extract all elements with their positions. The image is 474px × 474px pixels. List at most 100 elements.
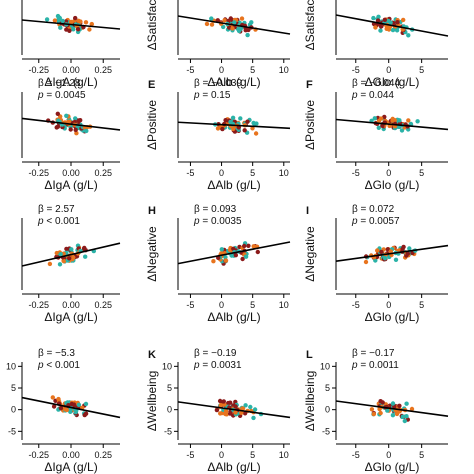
x-axis-label: ΔAlb (g/L) (207, 310, 260, 324)
regression-line (177, 401, 291, 419)
y-tick-label: 10 (320, 361, 330, 371)
data-point (221, 399, 226, 404)
x-axis-label: ΔIgA (g/L) (44, 460, 97, 474)
data-point (252, 407, 258, 412)
data-point (415, 119, 420, 124)
data-point (363, 259, 369, 265)
data-point (390, 401, 396, 406)
p-annotation: p = 0.0035 (193, 216, 242, 227)
data-point (223, 255, 228, 260)
data-point (55, 124, 61, 129)
x-axis-label: ΔAlb (g/L) (207, 178, 260, 192)
x-tick-label: 0.25 (94, 300, 112, 310)
data-point (379, 249, 384, 255)
data-point (375, 248, 380, 253)
x-axis-label: ΔAlb (g/L) (207, 75, 260, 89)
x-tick-label: -5 (186, 65, 194, 75)
regression-line (335, 14, 449, 37)
data-point (393, 257, 399, 262)
data-point (223, 258, 229, 263)
x-tick-label: -5 (186, 450, 194, 460)
data-point (245, 119, 250, 124)
data-point (239, 16, 245, 21)
data-point (228, 400, 233, 405)
x-axis-label: ΔIgA (g/L) (44, 178, 97, 192)
x-tick-label: 10 (279, 168, 289, 178)
data-point (227, 25, 232, 30)
data-point (230, 26, 235, 31)
data-point (64, 113, 69, 119)
x-axis-label: ΔIgA (g/L) (44, 310, 97, 324)
beta-annotation: β = 0.072 (352, 204, 395, 215)
regression-line (177, 15, 291, 35)
x-tick-label: 0 (386, 168, 391, 178)
panel-letter: H (148, 205, 156, 217)
x-tick-label: -5 (352, 300, 360, 310)
data-point (248, 404, 253, 410)
data-point (240, 406, 245, 411)
data-point (375, 18, 381, 23)
data-point (250, 126, 255, 131)
data-point (408, 121, 414, 127)
x-tick-label: -5 (352, 168, 360, 178)
data-point (232, 20, 237, 25)
x-tick-label: 0 (219, 65, 224, 75)
p-annotation: p < 0.001 (37, 216, 80, 227)
data-point (373, 258, 378, 263)
data-point (371, 411, 376, 417)
data-point (89, 21, 95, 27)
data-point (55, 111, 60, 117)
data-point (376, 125, 381, 130)
x-tick-label: -0.25 (29, 450, 50, 460)
data-point (204, 21, 210, 27)
data-point (84, 128, 89, 134)
y-axis-label: ΔNegative (303, 226, 317, 282)
p-annotation: p = 0.15 (193, 90, 231, 101)
data-point (406, 118, 411, 123)
x-tick-label: 0.00 (62, 168, 80, 178)
panel-letter: I (306, 205, 309, 217)
data-point (238, 116, 243, 121)
x-tick-label: 10 (279, 450, 289, 460)
data-point (83, 20, 89, 25)
regression-line (335, 400, 449, 417)
data-point (407, 246, 412, 251)
data-point (380, 400, 385, 405)
x-axis-label: ΔAlb (g/L) (207, 460, 260, 474)
data-point (50, 395, 55, 400)
data-point (229, 253, 234, 258)
data-point (64, 407, 70, 413)
data-point (57, 262, 63, 267)
panel-letter: E (148, 79, 155, 91)
beta-annotation: β = −0.044 (352, 78, 400, 89)
x-tick-label: 5 (419, 450, 424, 460)
x-tick-label: -0.25 (29, 168, 50, 178)
panel-10: -5 0 5 10 10 5 0 -5 ΔAlb (g/L) ΔWellbeing K β = −0.… (145, 348, 291, 474)
data-point (384, 26, 389, 31)
data-point (56, 396, 61, 402)
data-point (74, 131, 79, 136)
data-point (214, 407, 220, 413)
x-tick-label: 5 (250, 300, 255, 310)
x-tick-label: -5 (352, 450, 360, 460)
y-tick-label: 0 (11, 405, 16, 415)
data-point (58, 25, 63, 30)
data-point (73, 127, 78, 133)
data-point (44, 17, 50, 22)
data-point (82, 245, 87, 251)
x-axis-label: ΔGlo (g/L) (365, 178, 420, 192)
data-point (60, 18, 65, 24)
data-point (57, 15, 62, 21)
data-point (231, 126, 236, 132)
data-point (87, 27, 92, 32)
y-tick-label: -5 (8, 426, 16, 436)
beta-annotation: β = −0.19 (194, 348, 237, 359)
data-point (83, 411, 89, 416)
regression-line (177, 121, 291, 130)
data-point (68, 19, 74, 25)
